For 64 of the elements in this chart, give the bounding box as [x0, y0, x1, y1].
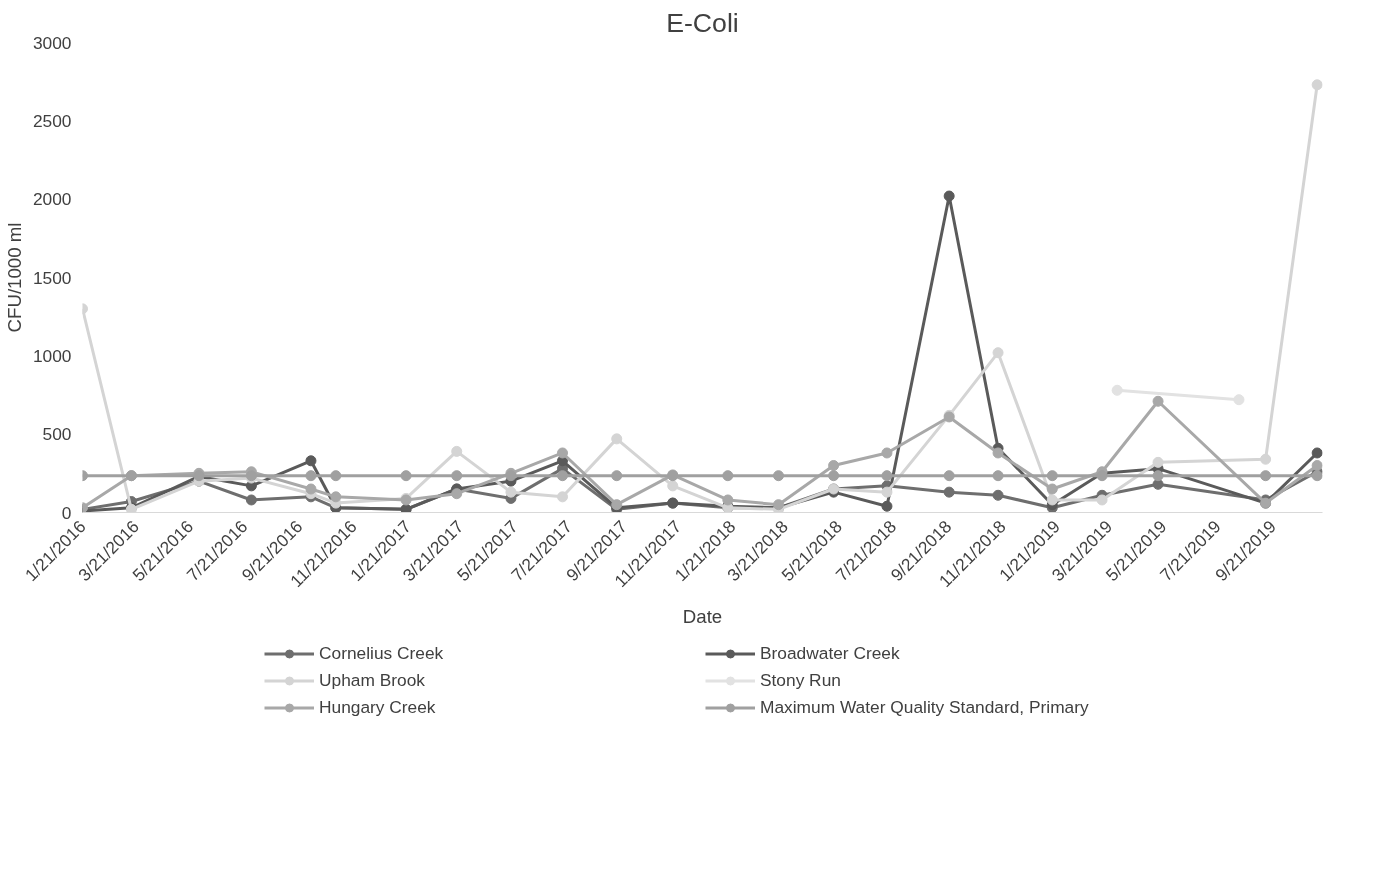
point [1152, 456, 1164, 468]
point [400, 470, 412, 482]
point [881, 486, 893, 498]
point [611, 433, 623, 445]
legend-label: Hungary Creek [319, 696, 437, 718]
point [245, 494, 257, 506]
point [611, 470, 623, 482]
point [1260, 453, 1272, 465]
x-axis-title: Date [682, 606, 723, 628]
point [1311, 460, 1323, 471]
legend-label: Upham Brook [319, 669, 426, 691]
point [992, 447, 1004, 459]
point [828, 460, 840, 471]
point [1046, 470, 1058, 482]
point [305, 470, 317, 482]
point [1046, 494, 1058, 506]
point [1046, 483, 1058, 495]
point [773, 470, 784, 482]
point [881, 447, 893, 459]
point [943, 190, 955, 202]
point [828, 470, 840, 482]
point [992, 470, 1004, 482]
y-axis-title: CFU/1000 ml [3, 222, 25, 333]
chart-title: E-Coli [666, 7, 739, 38]
y-tick-label: 1500 [32, 267, 72, 288]
legend-label: Cornelius Creek [319, 642, 445, 664]
point [451, 470, 463, 482]
point [1311, 447, 1323, 459]
point [722, 494, 734, 506]
point [1096, 494, 1108, 506]
point [881, 470, 893, 482]
point [1311, 470, 1323, 482]
point [1311, 79, 1323, 91]
y-tick-label: 2500 [32, 110, 72, 131]
point [330, 491, 342, 503]
y-tick-label: 0 [61, 502, 72, 523]
y-tick-label: 3000 [32, 32, 72, 53]
point [557, 470, 568, 482]
point [992, 489, 1004, 501]
point [667, 480, 679, 492]
legend-label: Stony Run [760, 669, 842, 691]
point [451, 488, 463, 500]
legend-label: Broadwater Creek [760, 642, 901, 664]
point [943, 486, 955, 498]
point [1152, 470, 1164, 482]
point [881, 500, 893, 512]
point [1233, 394, 1245, 406]
point [722, 470, 734, 482]
y-tick-label: 500 [42, 424, 72, 445]
point [330, 470, 342, 482]
point [557, 447, 568, 459]
legend-label: Maximum Water Quality Standard, Primary [760, 696, 1090, 718]
y-tick-label: 1000 [32, 345, 72, 366]
point [943, 470, 955, 482]
point [1111, 384, 1123, 396]
point [451, 445, 463, 457]
point [1260, 470, 1272, 482]
point [305, 455, 317, 467]
point [305, 483, 317, 495]
point [557, 491, 568, 503]
point [505, 486, 517, 498]
point [1152, 395, 1164, 407]
y-tick-label: 2000 [32, 189, 72, 210]
point [992, 347, 1004, 359]
